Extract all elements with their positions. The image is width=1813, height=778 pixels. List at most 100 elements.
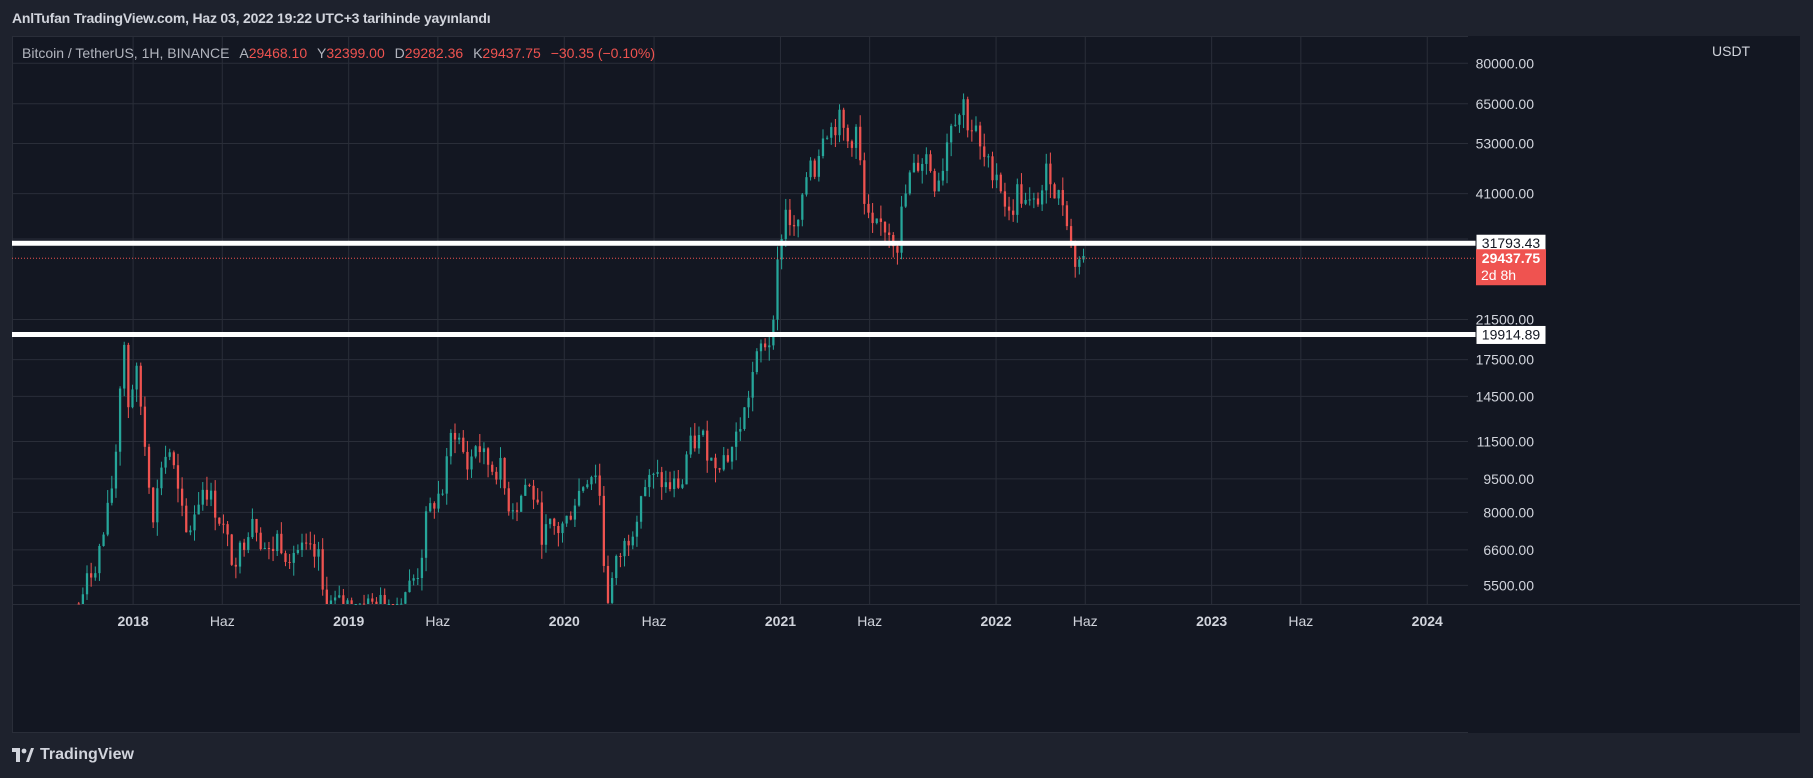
candle-body[interactable] [1003, 191, 1007, 207]
candle-body[interactable] [280, 533, 283, 554]
candle-body[interactable] [1082, 255, 1085, 260]
candle-body[interactable] [242, 542, 246, 550]
candle-body[interactable] [813, 160, 816, 177]
candle-body[interactable] [871, 212, 874, 224]
candle-body[interactable] [98, 545, 101, 574]
candle-body[interactable] [292, 552, 295, 563]
candle-body[interactable] [412, 578, 415, 581]
candle-body[interactable] [1024, 199, 1027, 204]
candle-body[interactable] [817, 156, 820, 177]
candle-body[interactable] [668, 482, 672, 490]
candle-body[interactable] [106, 502, 109, 535]
candle-body[interactable] [739, 428, 742, 432]
candle-body[interactable] [573, 505, 577, 520]
candle-body[interactable] [511, 510, 515, 512]
candle-body[interactable] [586, 484, 589, 488]
candle-body[interactable] [1032, 198, 1035, 200]
candle-body[interactable] [673, 478, 676, 490]
candle-body[interactable] [747, 397, 750, 408]
candle-body[interactable] [875, 218, 878, 224]
candle-body[interactable] [540, 502, 543, 545]
candle-body[interactable] [321, 549, 324, 590]
candle-body[interactable] [925, 154, 928, 164]
candle-body[interactable] [247, 537, 250, 550]
candle-body[interactable] [400, 603, 403, 605]
candle-body[interactable] [685, 454, 688, 485]
candle-body[interactable] [598, 475, 601, 496]
symbol-label[interactable]: Bitcoin / TetherUS, 1H, BINANCE [22, 45, 230, 61]
candle-body[interactable] [1045, 163, 1048, 191]
candle-body[interactable] [966, 99, 969, 131]
candle-body[interactable] [656, 472, 659, 474]
candle-body[interactable] [271, 548, 275, 552]
candle-body[interactable] [143, 406, 147, 447]
candle-body[interactable] [110, 488, 113, 503]
candle-body[interactable] [371, 598, 374, 602]
candle-body[interactable] [623, 540, 626, 557]
candle-body[interactable] [288, 561, 291, 563]
candle-body[interactable] [234, 564, 238, 567]
candle-body[interactable] [90, 573, 93, 578]
candle-body[interactable] [768, 345, 771, 348]
candle-body[interactable] [1012, 210, 1015, 215]
candle-body[interactable] [449, 432, 453, 457]
candle-body[interactable] [627, 540, 630, 546]
candle-body[interactable] [639, 496, 643, 522]
candle-body[interactable] [710, 457, 713, 461]
candle-body[interactable] [888, 232, 891, 235]
candle-body[interactable] [706, 430, 709, 461]
candle-body[interactable] [180, 488, 184, 506]
candle-body[interactable] [437, 493, 440, 509]
candle-body[interactable] [610, 578, 614, 603]
candle-body[interactable] [896, 246, 899, 253]
candle-body[interactable] [759, 343, 763, 352]
candle-body[interactable] [156, 488, 159, 523]
candle-body[interactable] [139, 365, 142, 407]
candle-body[interactable] [916, 162, 920, 171]
candle-body[interactable] [904, 193, 907, 207]
candle-body[interactable] [1074, 241, 1077, 267]
candle-body[interactable] [205, 489, 209, 500]
candle-body[interactable] [305, 542, 308, 544]
candle-body[interactable] [491, 464, 494, 472]
candle-body[interactable] [259, 532, 262, 550]
candle-body[interactable] [1040, 190, 1044, 205]
candle-body[interactable] [983, 146, 986, 157]
candle-body[interactable] [784, 209, 787, 240]
candle-body[interactable] [825, 137, 829, 139]
candle-body[interactable] [834, 127, 837, 136]
candle-body[interactable] [499, 457, 502, 480]
candle-body[interactable] [209, 490, 213, 500]
candle-body[interactable] [830, 127, 833, 138]
candle-body[interactable] [569, 515, 572, 520]
candle-body[interactable] [524, 484, 527, 496]
candle-body[interactable] [859, 126, 862, 161]
candle-body[interactable] [1065, 205, 1069, 227]
candle-body[interactable] [379, 594, 382, 604]
candle-body[interactable] [561, 523, 564, 534]
candle-body[interactable] [751, 372, 754, 398]
candle-body[interactable] [701, 430, 705, 435]
candle-body[interactable] [615, 556, 618, 579]
candle-body[interactable] [263, 547, 266, 550]
candle-body[interactable] [189, 530, 192, 533]
candle-body[interactable] [805, 177, 808, 195]
candle-body[interactable] [441, 493, 444, 495]
candle-body[interactable] [553, 518, 556, 526]
candle-body[interactable] [528, 484, 531, 486]
candle-body[interactable] [375, 601, 378, 604]
candle-body[interactable] [548, 518, 552, 525]
candle-body[interactable] [792, 225, 796, 227]
candle-body[interactable] [937, 180, 940, 192]
candle-body[interactable] [172, 452, 175, 466]
candle-body[interactable] [214, 490, 217, 518]
candle-body[interactable] [329, 600, 333, 604]
candle-body[interactable] [797, 219, 800, 227]
candle-body[interactable] [677, 478, 680, 488]
candle-body[interactable] [114, 451, 118, 489]
candle-body[interactable] [883, 221, 887, 233]
candle-body[interactable] [912, 162, 916, 173]
candle-body[interactable] [1049, 163, 1052, 185]
candle-body[interactable] [325, 589, 328, 604]
candle-body[interactable] [284, 553, 287, 562]
